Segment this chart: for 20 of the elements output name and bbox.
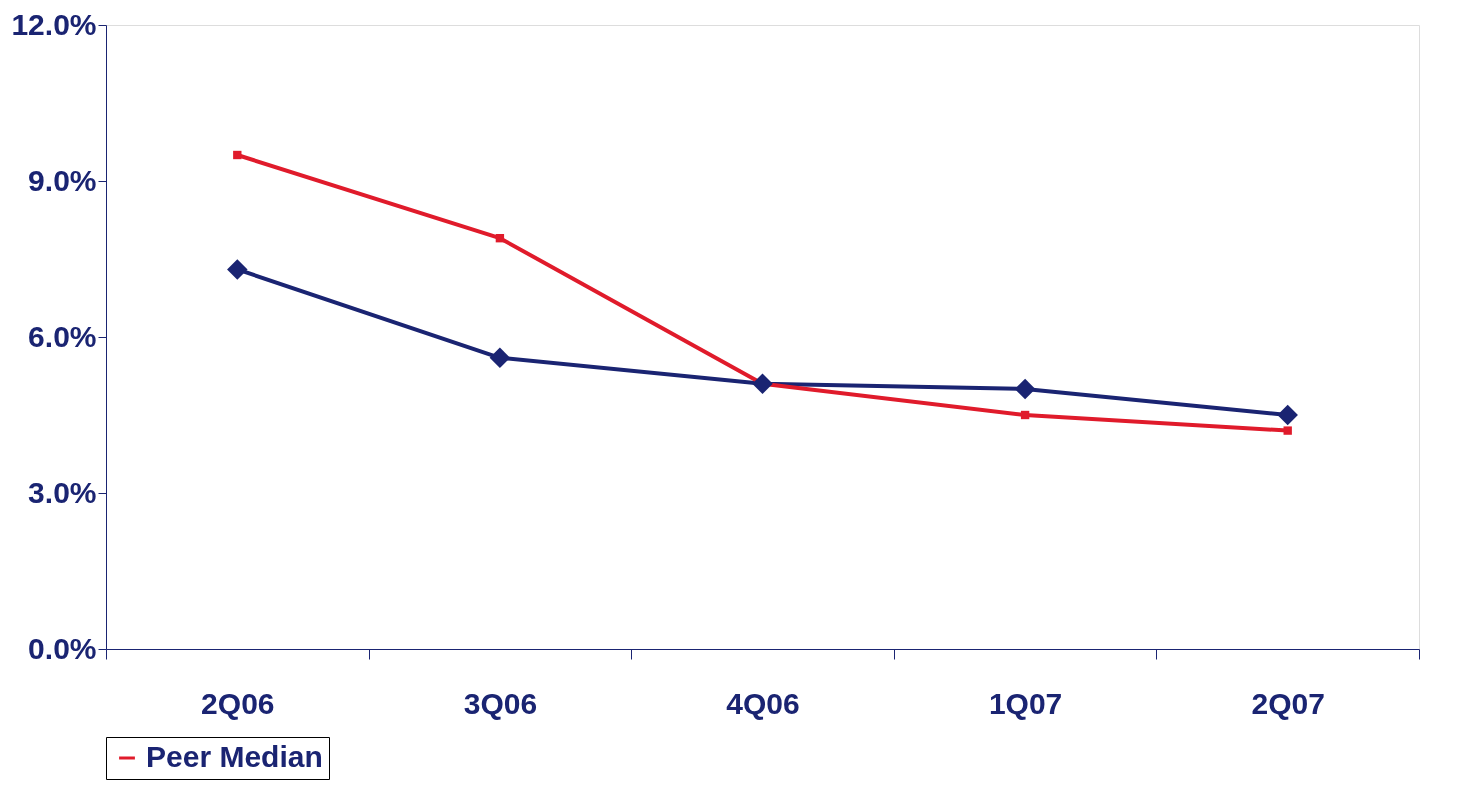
x-tick-label: 2Q06: [201, 686, 275, 720]
point: [1020, 410, 1030, 420]
legend-label: Peer Median: [146, 740, 323, 773]
y-tick-label: 3.0%: [28, 475, 97, 509]
y-tick-label: 9.0%: [28, 163, 97, 197]
point: [752, 373, 773, 395]
point: [1277, 404, 1298, 426]
x-tick-label: 3Q06: [463, 686, 538, 720]
y-tick-label: 0.0%: [28, 631, 97, 665]
point: [489, 347, 511, 369]
x-tick-label: 1Q07: [988, 686, 1063, 720]
y-tick-label: 6.0%: [28, 319, 97, 353]
point: [1283, 426, 1292, 435]
point: [1014, 378, 1036, 400]
point: [227, 259, 248, 280]
point: [233, 150, 242, 160]
y-tick-label: 12.0%: [11, 7, 97, 41]
x-tick-label: 2Q07: [1251, 686, 1325, 720]
x-tick-label: 4Q06: [726, 686, 800, 720]
point: [495, 234, 505, 243]
